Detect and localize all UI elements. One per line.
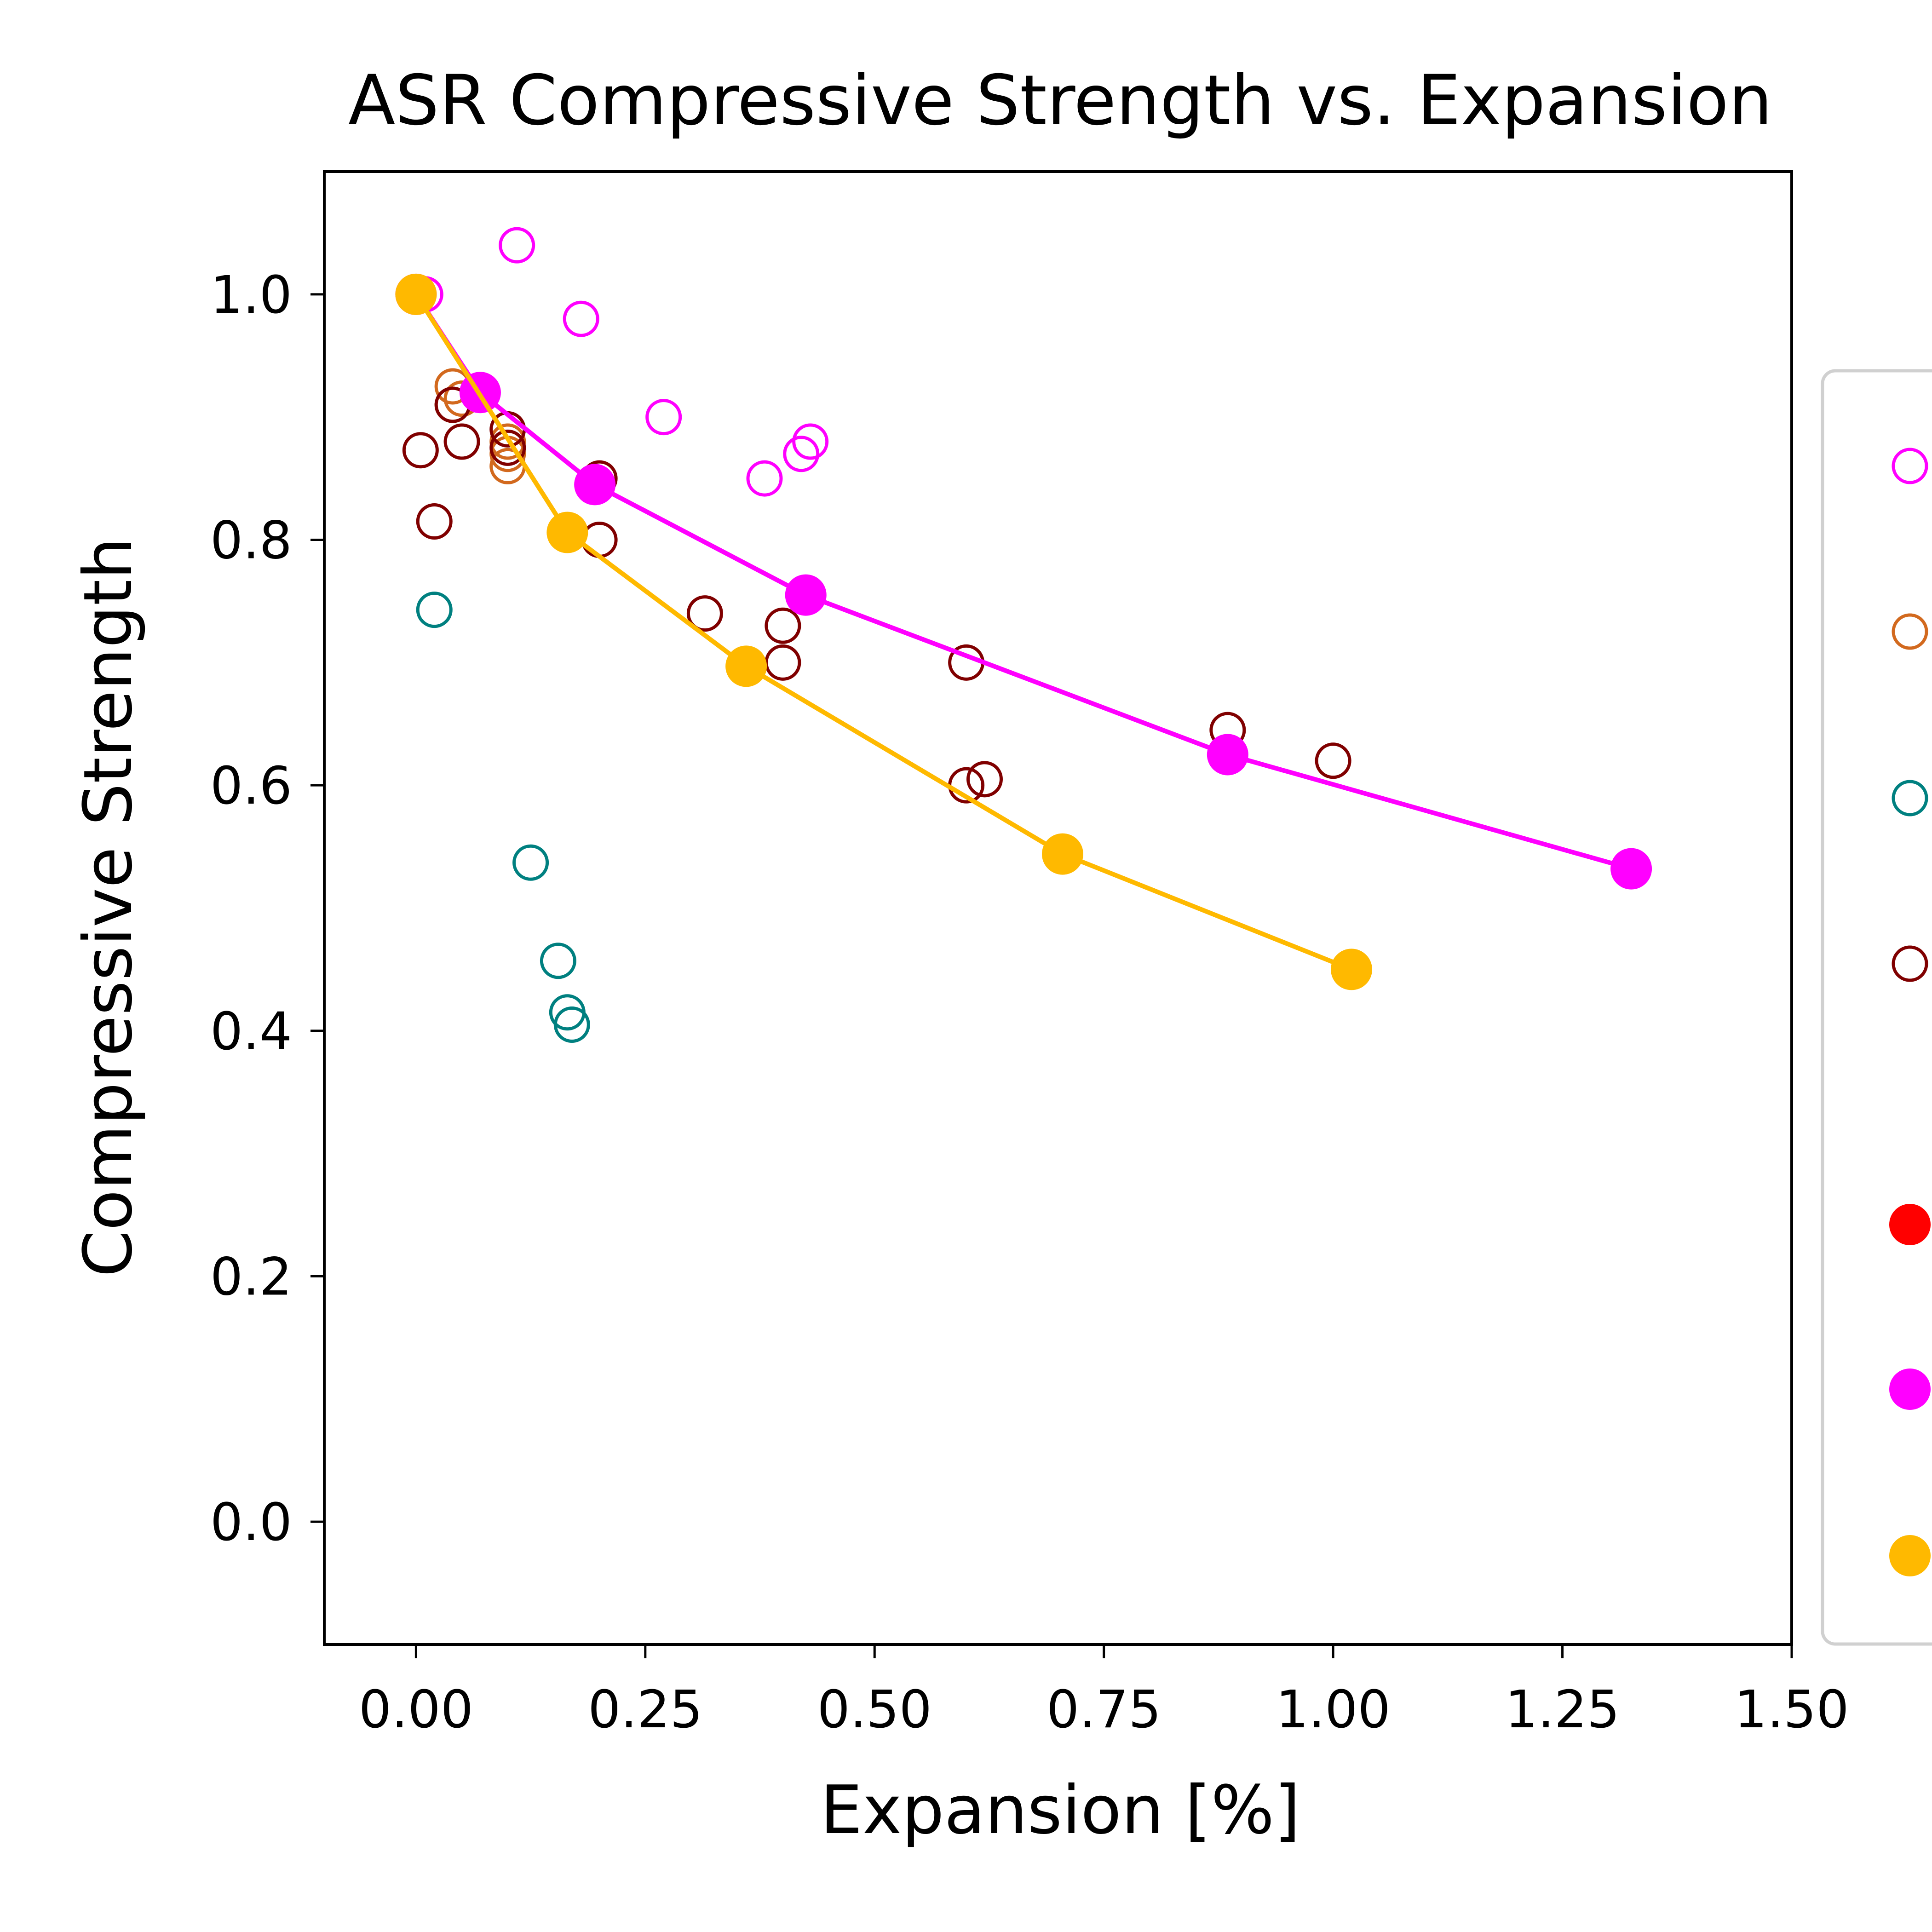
legend [1821,369,1932,1646]
y-tick-label: 0.6 [210,756,292,816]
series-6-point [725,645,767,687]
plot-area: 0.00 0.25 0.50 0.75 1.00 1.25 1.50 0.0 0.2 0.4 0.6… [210,170,1849,1740]
series-3-point [966,761,1003,798]
series-3-point [1315,742,1351,779]
series-0-point [792,423,829,460]
y-tick-label: 0.0 [210,1493,292,1552]
series-0-point [499,227,535,264]
y-tick-label: 1.0 [210,265,292,325]
series-3-point [489,429,526,466]
series-2-point [416,592,453,628]
series-5-point [1207,734,1248,776]
legend-marker-0 [1892,448,1928,484]
series-3-point [581,522,618,558]
series-3-point [402,432,439,469]
legend-marker-3 [1892,945,1928,982]
series-2-point [540,943,576,979]
series-6-point [1331,949,1372,990]
data-layer [395,227,1652,1043]
x-tick-label: 0.25 [588,1680,702,1740]
x-tick-label: 0.00 [359,1680,473,1740]
x-tick-label: 1.00 [1276,1680,1390,1740]
series-3-point [443,423,480,460]
legend-marker-4 [1889,1204,1931,1245]
x-tick-label: 1.50 [1734,1680,1849,1740]
series-0-point [563,300,599,337]
series-6-point [546,512,588,553]
plot-frame [323,170,1793,1646]
series-3-point [765,607,801,644]
chart-title: ASR Compressive Strength vs. Expansion [348,61,1772,141]
series-0-point [783,436,820,472]
legend-marker-2 [1892,780,1928,816]
series-5-line [414,293,1632,871]
series-0-point [746,460,783,497]
y-tick-label: 0.8 [210,511,292,571]
series-5-point [1610,848,1652,890]
y-axis-title: Compressive Strength [69,537,147,1277]
y-tick-label: 0.2 [210,1248,292,1307]
x-axis-title: Expansion [%] [820,1771,1300,1849]
legend-box [1821,369,1932,1646]
legend-marker-6 [1889,1535,1931,1576]
series-3-point [765,644,801,681]
series-2-point [553,1006,590,1043]
series-5-point [785,574,827,616]
series-6-line [414,293,1352,972]
series-0-point [645,399,682,436]
series-3-point [416,503,453,540]
x-tick-label: 0.50 [817,1680,932,1740]
series-2-point [512,844,549,881]
x-tick-label: 1.25 [1505,1680,1620,1740]
y-tick-label: 0.4 [210,1002,292,1062]
series-3-point [686,595,723,632]
series-6-point [395,273,437,315]
series-5-point [574,464,616,506]
legend-marker-1 [1892,613,1928,650]
x-tick-label: 0.75 [1046,1680,1161,1740]
series-6-point [1041,833,1083,875]
legend-marker-5 [1889,1368,1931,1410]
